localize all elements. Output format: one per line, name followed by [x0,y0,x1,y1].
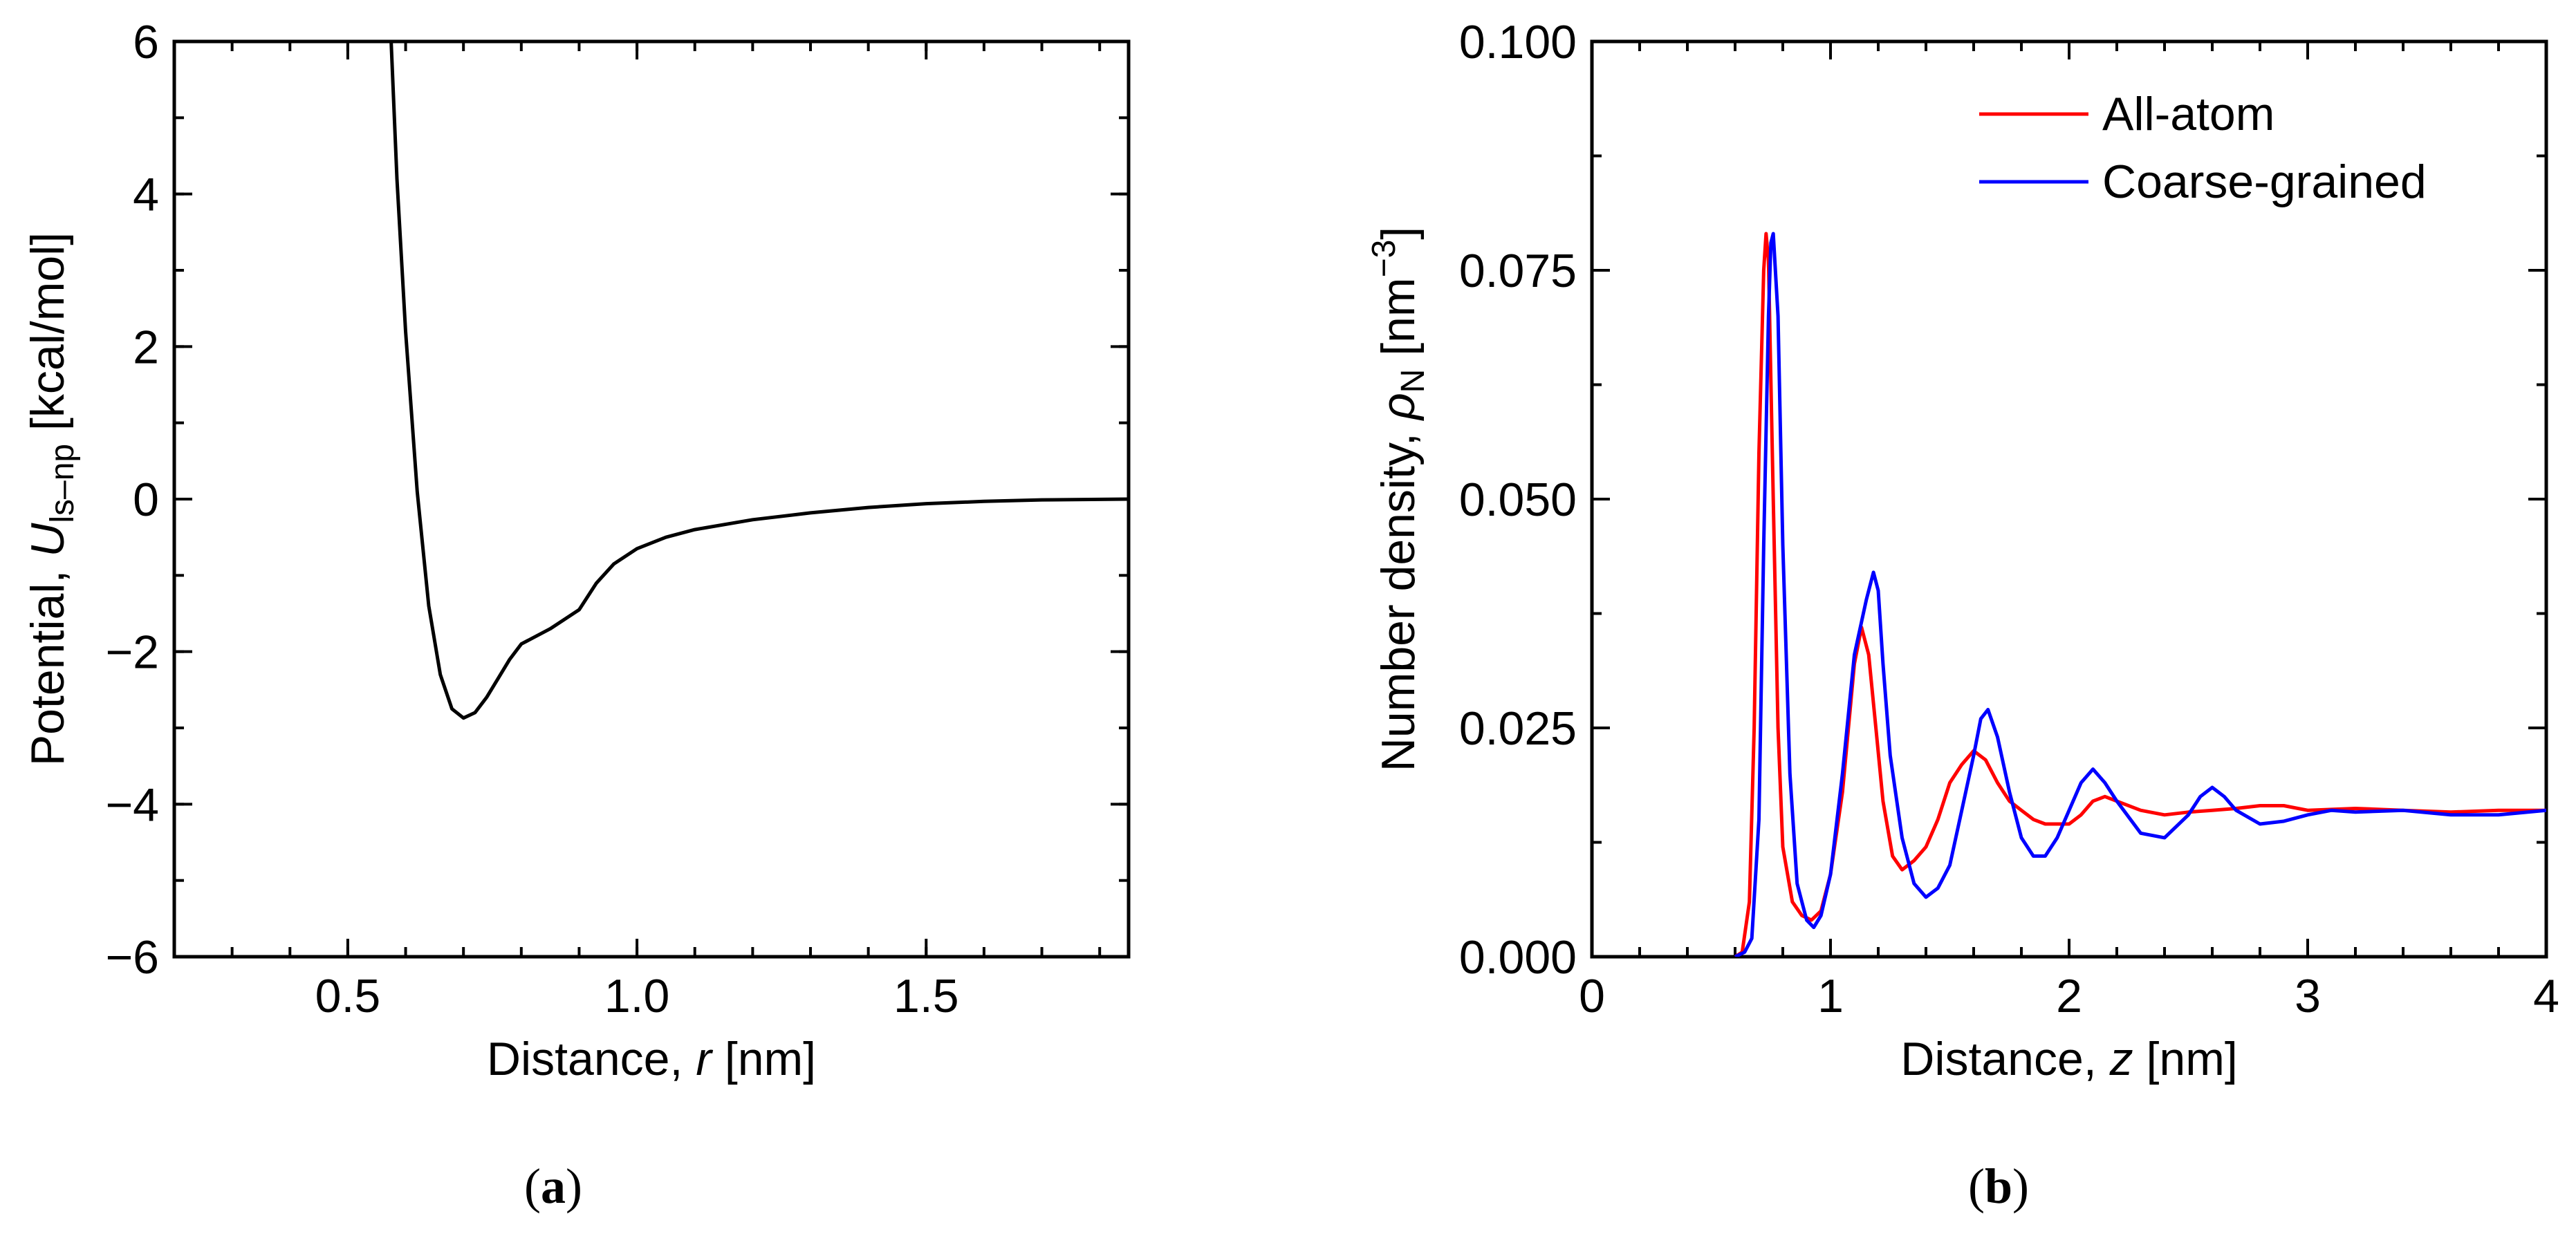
y-tick-label: 0.050 [1459,474,1577,526]
x-tick-label: 3 [2295,970,2321,1022]
y-tick-label: −6 [105,931,159,984]
y-tick-label: −4 [105,778,159,831]
x-tick-label: 1 [1817,970,1844,1022]
panel-a-ticks [173,40,1129,958]
y-tick-label: 0 [133,474,159,526]
y-tick-label: 0.025 [1459,702,1577,755]
panel-a-plot-frame [172,39,1131,959]
panel-b-series [1734,232,2546,957]
legend-label-coarse-grained: Coarse-grained [2102,156,2427,208]
panel-b-label: (b) [1968,1159,2029,1214]
panel-a-tick-labels: 0.5 1.0 1.5 −6 −4 −2 0 2 4 6 [105,16,958,1022]
panel-a-series [389,41,1129,720]
series-line-coarse-grained [1734,232,2546,957]
panel-a-y-axis-title: Potential, Uls–np [kcal/mol] [21,232,81,766]
panel-a-x-axis-title: Distance, r [nm] [487,1033,816,1085]
panel-b-x-axis-title: Distance, z [nm] [1900,1033,2238,1085]
y-tick-label: 0.075 [1459,245,1577,297]
panel-b-legend: All-atom Coarse-grained [1979,88,2427,208]
panel-b-y-axis-title: Number density, ρN [nm−3] [1366,227,1431,771]
panel-b-chart: 0 1 2 3 4 0.000 0.025 0.050 0.075 0.100 All-atom … [1366,16,2559,1214]
x-tick-label: 0.5 [315,970,381,1022]
x-tick-label: 0 [1579,970,1605,1022]
y-tick-label: −2 [105,626,159,679]
y-tick-label: 2 [133,321,159,373]
series-line-all-atom [1734,232,2546,957]
panel-a-label: (a) [524,1159,582,1214]
legend-label-all-atom: All-atom [2102,88,2274,140]
x-tick-label: 2 [2056,970,2082,1022]
y-tick-label: 4 [133,169,159,221]
y-tick-label: 6 [133,16,159,68]
x-tick-label: 1.0 [604,970,670,1022]
panel-b-ticks [1591,40,2548,958]
panel-a-chart: 0.5 1.0 1.5 −6 −4 −2 0 2 4 6 Distance, r [nm] Pot… [21,16,1131,1214]
y-tick-label: 0.000 [1459,931,1577,984]
x-tick-label: 4 [2533,970,2559,1022]
y-tick-label: 0.100 [1459,16,1577,68]
series-line-potential [389,41,1129,720]
x-tick-label: 1.5 [893,970,959,1022]
panel-b-tick-labels: 0 1 2 3 4 0.000 0.025 0.050 0.075 0.100 [1459,16,2559,1022]
